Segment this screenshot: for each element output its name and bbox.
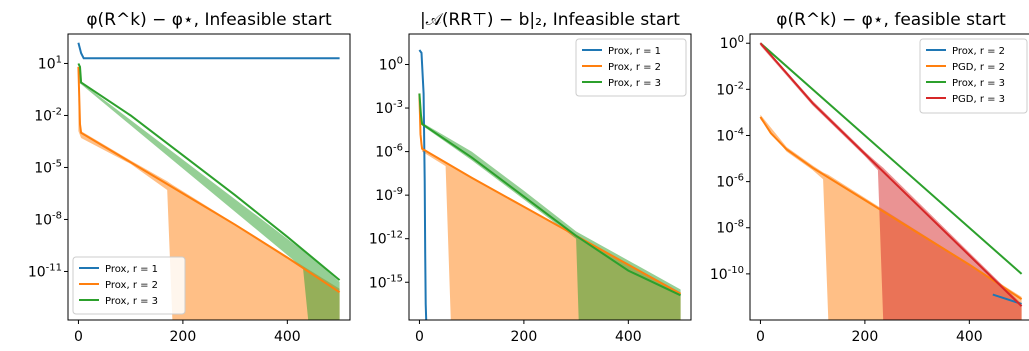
legend-box [919,38,1028,114]
y-tick-label: 10-5 [34,158,62,176]
y-tick-label: 101 [38,54,62,72]
axes-frame [408,33,692,321]
panel-2: |𝒜(RR⊤) − b|₂, Infeasible start 0 200 400 10… [369,10,692,345]
x-tick-label: 400 [615,329,642,345]
x-tick-label: 200 [511,329,538,345]
legend-label: PGD, r = 2 [952,62,1005,73]
x-tick-label: 0 [415,329,424,345]
chart-title: φ(R^k) − φ⋆, Infeasible start [86,10,332,30]
legend: Prox, r = 1 Prox, r = 2 Prox, r = 3 [72,256,186,315]
band-4 [760,42,1022,320]
series-line-3 [77,63,341,281]
plot-area [759,42,1023,320]
y-tick-label: 10-3 [375,99,403,117]
series-line-2 [77,66,341,294]
x-tick-label: 200 [852,329,879,345]
y-tick-label: 10-11 [28,262,62,280]
band-3 [422,122,681,320]
series-line-1 [418,49,428,320]
legend-label: Prox, r = 3 [952,78,1005,89]
chart-title: φ(R^k) − φ⋆, feasible start [776,10,1006,30]
legend-label: Prox, r = 1 [608,46,661,57]
series-line-2 [418,93,682,295]
plot-area [418,49,682,320]
y-tick-label: 10-2 [34,106,62,124]
legend-label: Prox, r = 3 [105,296,158,307]
legend-label: Prox, r = 2 [105,280,158,291]
y-tick-label: 100 [720,34,744,52]
axes-frame [749,33,1029,321]
x-tick-label: 0 [74,329,83,345]
series-line-2 [759,116,1023,301]
y-tick-label: 10-6 [716,173,744,191]
panel-3: φ(R^k) − φ⋆, feasible start 0 200 400 100 10-… [710,10,1029,345]
axes-frame [67,33,351,321]
chart-title: |𝒜(RR⊤) − b|₂, Infeasible start [420,10,680,30]
plot-area [77,42,341,320]
series-line-3 [418,93,682,297]
y-tick-label: 10-8 [34,210,62,228]
y-tick-label: 10-8 [716,219,744,237]
legend: Prox, r = 2 PGD, r = 2 Prox, r = 3 PGD, r =… [919,38,1028,114]
series-line-4 [759,42,1023,307]
legend-label: PGD, r = 3 [952,94,1005,105]
legend-label: Prox, r = 2 [952,46,1005,57]
x-tick-label: 200 [170,329,197,345]
legend-label: Prox, r = 2 [608,62,661,73]
y-tick-label: 10-4 [716,126,744,144]
y-tick-label: 10-15 [369,273,403,291]
y-tick-label: 10-10 [710,265,744,283]
y-tick-label: 10-6 [375,143,403,161]
y-tick-label: 100 [379,55,403,73]
panel-1: φ(R^k) − φ⋆, Infeasible start 0 200 400 101 1… [28,10,351,345]
legend-box [575,38,687,97]
legend: Prox, r = 1 Prox, r = 2 Prox, r = 3 [575,38,687,97]
x-tick-label: 400 [956,329,983,345]
series-line-1 [77,42,340,60]
legend-label: Prox, r = 1 [105,264,158,275]
band-3 [78,66,340,320]
y-tick-label: 10-2 [716,80,744,98]
y-tick-label: 10-12 [369,230,403,248]
x-tick-label: 0 [756,329,765,345]
y-tick-label: 10-9 [375,186,403,204]
x-tick-label: 400 [274,329,301,345]
legend-box [72,256,186,315]
series-line-3 [759,42,1023,275]
legend-label: Prox, r = 3 [608,78,661,89]
